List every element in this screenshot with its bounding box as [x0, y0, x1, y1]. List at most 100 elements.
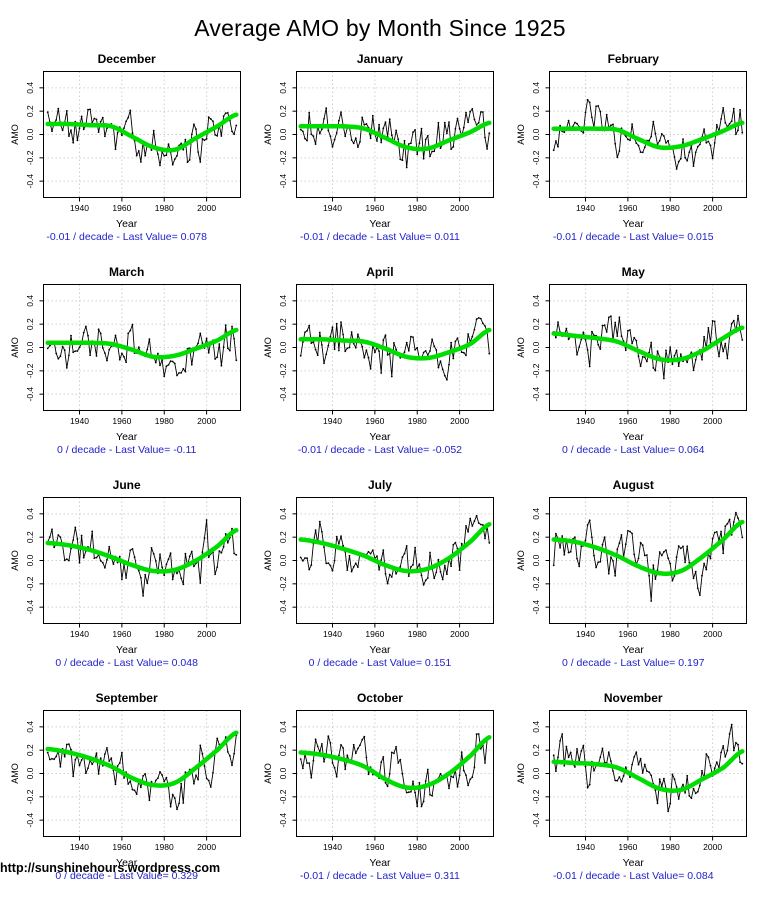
- svg-text:0.4: 0.4: [531, 295, 541, 307]
- svg-text:0.0: 0.0: [278, 341, 288, 353]
- svg-text:-0.4: -0.4: [531, 600, 541, 615]
- subplot-title: September: [95, 691, 158, 705]
- x-axis-label: Year: [622, 857, 644, 869]
- svg-text:1960: 1960: [365, 416, 384, 426]
- svg-text:1940: 1940: [70, 416, 89, 426]
- amo-line-chart: 1940 1960 1980 2000 -0.4 -0.2 0.0 0.2 0.4 AMO: [516, 710, 748, 852]
- subplot-title: April: [366, 265, 394, 279]
- svg-text:0.0: 0.0: [278, 554, 288, 566]
- subplot-title: June: [112, 478, 141, 492]
- svg-text:AMO: AMO: [516, 124, 526, 145]
- svg-text:0.4: 0.4: [25, 721, 35, 733]
- subplot-title: January: [356, 52, 403, 66]
- svg-text:0.0: 0.0: [25, 341, 35, 353]
- svg-text:-0.2: -0.2: [278, 150, 288, 165]
- svg-text:0.0: 0.0: [25, 767, 35, 779]
- svg-text:0.2: 0.2: [25, 318, 35, 330]
- subplot-title: August: [612, 478, 654, 492]
- svg-text:1960: 1960: [619, 416, 638, 426]
- svg-text:1980: 1980: [661, 203, 680, 213]
- svg-text:1980: 1980: [661, 842, 680, 852]
- subplot-march: March 1940 1960 1980 2000 -0.4 -0.2 0.0 0.2 0.4 A…: [0, 263, 253, 476]
- svg-text:0.0: 0.0: [531, 767, 541, 779]
- trend-caption: 0 / decade - Last Value= 0.064: [561, 444, 705, 456]
- subplot-july: July 1940 1960 1980 2000 -0.4 -0.2 0.0 0.2 0.4 AM…: [253, 476, 506, 689]
- svg-text:1960: 1960: [365, 629, 384, 639]
- svg-text:-0.4: -0.4: [531, 813, 541, 828]
- subplot-title: July: [367, 478, 392, 492]
- amo-line-chart: 1940 1960 1980 2000 -0.4 -0.2 0.0 0.2 0.4 AMO: [516, 284, 748, 426]
- amo-line-chart: 1940 1960 1980 2000 -0.4 -0.2 0.0 0.2 0.4 AMO: [263, 284, 494, 426]
- amo-line-chart: 1940 1960 1980 2000 -0.4 -0.2 0.0 0.2 0.4 AMO: [263, 71, 494, 213]
- svg-text:1940: 1940: [576, 416, 595, 426]
- svg-text:0.2: 0.2: [25, 531, 35, 543]
- svg-text:2000: 2000: [703, 416, 722, 426]
- svg-text:0.4: 0.4: [25, 295, 35, 307]
- x-axis-label: Year: [116, 431, 138, 443]
- svg-text:2000: 2000: [450, 203, 469, 213]
- svg-text:1980: 1980: [408, 629, 427, 639]
- svg-text:1980: 1980: [154, 629, 173, 639]
- svg-text:-0.2: -0.2: [25, 150, 35, 165]
- svg-text:-0.2: -0.2: [278, 576, 288, 591]
- svg-text:AMO: AMO: [263, 337, 273, 358]
- svg-text:0.0: 0.0: [531, 554, 541, 566]
- amo-line-chart: 1940 1960 1980 2000 -0.4 -0.2 0.0 0.2 0.4 AMO: [263, 497, 494, 639]
- svg-text:-0.4: -0.4: [531, 174, 541, 189]
- svg-text:1980: 1980: [661, 416, 680, 426]
- subplot-december: December 1940 1960 1980 2000 -0.4 -0.2 0.0 0.2 0…: [0, 50, 253, 263]
- svg-text:2000: 2000: [703, 203, 722, 213]
- subplot-october: October 1940 1960 1980 2000 -0.4 -0.2 0.0 0.2 0.…: [253, 689, 506, 902]
- trend-caption: -0.01 / decade - Last Value= -0.052: [297, 444, 462, 456]
- trend-caption: 0 / decade - Last Value= -0.11: [56, 444, 197, 456]
- svg-text:1940: 1940: [70, 203, 89, 213]
- svg-text:0.0: 0.0: [278, 767, 288, 779]
- svg-text:0.2: 0.2: [278, 105, 288, 117]
- svg-text:0.2: 0.2: [531, 318, 541, 330]
- svg-text:1980: 1980: [154, 416, 173, 426]
- subplot-title: October: [356, 691, 403, 705]
- subplot-grid: December 1940 1960 1980 2000 -0.4 -0.2 0.0 0.2 0…: [0, 50, 760, 902]
- svg-text:2000: 2000: [703, 842, 722, 852]
- svg-text:-0.2: -0.2: [531, 150, 541, 165]
- subplot-title: November: [603, 691, 663, 705]
- svg-text:1980: 1980: [154, 842, 173, 852]
- svg-text:0.0: 0.0: [531, 128, 541, 140]
- amo-line-chart: 1940 1960 1980 2000 -0.4 -0.2 0.0 0.2 0.4 AMO: [516, 71, 748, 213]
- subplot-february: February 1940 1960 1980 2000 -0.4 -0.2 0.0 0.2 0…: [507, 50, 760, 263]
- svg-text:0.4: 0.4: [25, 508, 35, 520]
- trend-caption: 0 / decade - Last Value= 0.329: [55, 870, 198, 882]
- svg-text:1940: 1940: [70, 629, 89, 639]
- svg-text:AMO: AMO: [263, 124, 273, 145]
- svg-text:0.2: 0.2: [531, 744, 541, 756]
- trend-caption: -0.01 / decade - Last Value= 0.015: [552, 231, 714, 243]
- subplot-title: May: [621, 265, 645, 279]
- svg-text:2000: 2000: [450, 629, 469, 639]
- svg-text:1940: 1940: [576, 842, 595, 852]
- trend-caption: -0.01 / decade - Last Value= 0.311: [300, 870, 460, 882]
- amo-line-chart: 1940 1960 1980 2000 -0.4 -0.2 0.0 0.2 0.4 AMO: [10, 71, 241, 213]
- svg-text:-0.4: -0.4: [278, 600, 288, 615]
- svg-text:0.2: 0.2: [531, 531, 541, 543]
- svg-text:1960: 1960: [365, 842, 384, 852]
- svg-text:1960: 1960: [365, 203, 384, 213]
- svg-text:0.0: 0.0: [278, 128, 288, 140]
- subplot-june: June 1940 1960 1980 2000 -0.4 -0.2 0.0 0.2 0.4 AM…: [0, 476, 253, 689]
- x-axis-label: Year: [622, 644, 644, 656]
- subplot-april: April 1940 1960 1980 2000 -0.4 -0.2 0.0 0.2 0.4 A…: [253, 263, 506, 476]
- svg-text:0.2: 0.2: [25, 744, 35, 756]
- svg-text:2000: 2000: [197, 629, 216, 639]
- svg-text:0.2: 0.2: [278, 744, 288, 756]
- amo-line-chart: 1940 1960 1980 2000 -0.4 -0.2 0.0 0.2 0.4 AMO: [10, 710, 241, 852]
- svg-text:1940: 1940: [576, 629, 595, 639]
- trend-caption: -0.01 / decade - Last Value= 0.084: [552, 870, 714, 882]
- svg-text:AMO: AMO: [516, 550, 526, 571]
- x-axis-label: Year: [116, 644, 138, 656]
- svg-text:0.2: 0.2: [531, 105, 541, 117]
- svg-text:2000: 2000: [703, 629, 722, 639]
- svg-text:-0.4: -0.4: [25, 174, 35, 189]
- svg-text:0.0: 0.0: [531, 341, 541, 353]
- svg-text:0.4: 0.4: [531, 508, 541, 520]
- svg-text:0.4: 0.4: [278, 721, 288, 733]
- svg-text:1940: 1940: [70, 842, 89, 852]
